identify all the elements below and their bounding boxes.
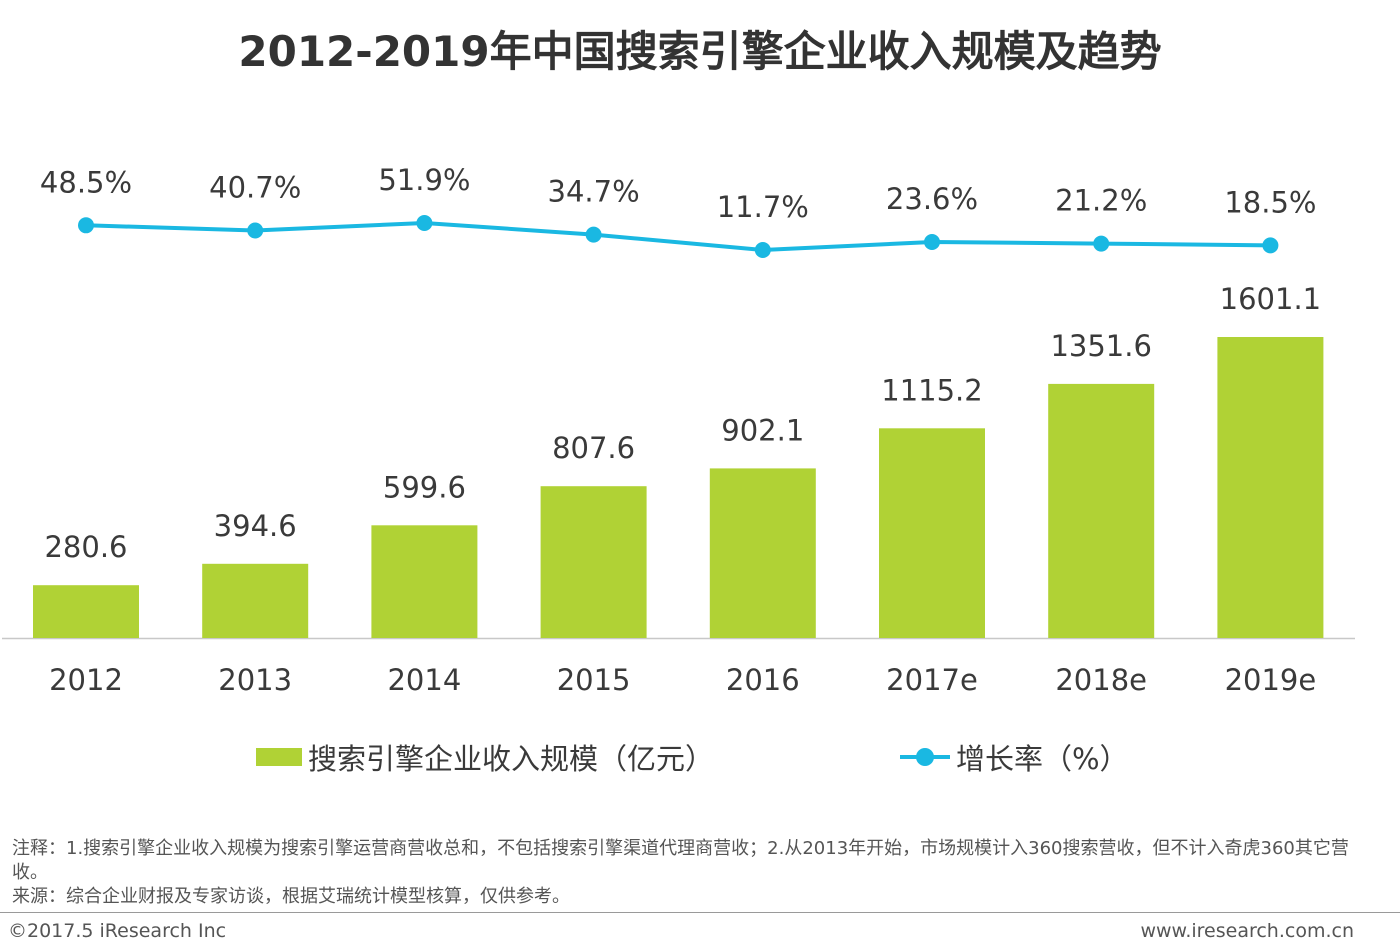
growth-line (85, 220, 1271, 253)
footer-divider (0, 912, 1400, 913)
note-text: 注释：1.搜索引擎企业收入规模为搜索引擎运营商营收总和，不包括搜索引擎渠道代理商… (12, 838, 1349, 883)
growth-point-2016 (754, 242, 771, 258)
bar-2017e (879, 428, 985, 638)
x-tick-label-2015: 2015 (557, 663, 631, 697)
bar-value-label-2015: 807.6 (552, 431, 635, 465)
x-tick-label-2017e: 2017e (886, 663, 978, 697)
x-tick-label-2019e: 2019e (1225, 663, 1317, 697)
bar-value-label-2019e: 1601.1 (1220, 282, 1321, 316)
growth-point-2014 (416, 215, 433, 231)
bar-2012 (33, 585, 139, 638)
bar-2016 (709, 468, 816, 638)
legend-label-growth: 增长率（%） (956, 742, 1129, 776)
growth-point-2015 (585, 226, 602, 243)
growth-line-layer (78, 215, 1279, 258)
legend-item-revenue: 搜索引擎企业收入规模（亿元） (256, 736, 714, 778)
growth-point-2013 (247, 222, 264, 239)
bars-layer (2, 337, 1355, 640)
legend-line-swatch (900, 747, 950, 767)
x-tick-label-2018e: 2018e (1055, 663, 1147, 697)
bar-value-label-2017e: 1115.2 (881, 373, 982, 407)
source-text: 来源：综合企业财报及专家访谈，根据艾瑞统计模型核算，仅供参考。 (12, 886, 570, 907)
bar-value-label-2014: 599.6 (383, 470, 466, 504)
growth-value-label-2014: 51.9% (378, 163, 470, 197)
website-link[interactable]: www.iresearch.com.cn (1140, 920, 1354, 942)
growth-value-label-2016: 11.7% (717, 190, 809, 224)
chart-area: 280.6 2012 48.5% 394.6 2013 40.7% 599.6 2014 51.… (2, 163, 1355, 697)
bar-value-label-2013: 394.6 (214, 509, 297, 543)
legend-label-revenue: 搜索引擎企业收入规模（亿元） (308, 742, 715, 776)
bar-2014 (371, 525, 478, 638)
legend: 搜索引擎企业收入规模（亿元） 增长率（%） (0, 736, 1400, 780)
bar-value-label-2016: 902.1 (721, 413, 804, 447)
bar-2013 (202, 563, 309, 638)
bar-2019e (1217, 337, 1324, 638)
x-tick-label-2014: 2014 (387, 663, 461, 697)
growth-value-label-2012: 48.5% (40, 165, 132, 199)
bar-value-label-2018e: 1351.6 (1050, 329, 1151, 363)
copyright: ©2017.5 iResearch Inc (8, 920, 227, 942)
labels-layer: 280.6 2012 48.5% 394.6 2013 40.7% 599.6 2014 51.… (40, 163, 1321, 697)
notes: 注释：1.搜索引擎企业收入规模为搜索引擎运营商营收总和，不包括搜索引擎渠道代理商… (12, 837, 1382, 909)
x-tick-label-2016: 2016 (726, 663, 800, 697)
legend-bar-swatch (256, 748, 302, 766)
bar-value-label-2012: 280.6 (44, 530, 127, 564)
growth-point-2017e (924, 234, 940, 250)
bar-2018e (1048, 383, 1155, 638)
growth-point-2012 (78, 217, 94, 234)
legend-item-growth: 增长率（%） (900, 736, 1129, 778)
growth-value-label-2019e: 18.5% (1224, 185, 1316, 219)
x-tick-label-2013: 2013 (218, 663, 292, 697)
chart-title: 2012-2019年中国搜索引擎企业收入规模及趋势 (238, 27, 1162, 76)
growth-value-label-2018e: 21.2% (1055, 184, 1147, 218)
growth-point-2018e (1093, 235, 1110, 252)
growth-value-label-2017e: 23.6% (886, 182, 978, 216)
growth-value-label-2013: 40.7% (209, 171, 301, 205)
growth-value-label-2015: 34.7% (548, 175, 640, 209)
x-tick-label-2012: 2012 (49, 663, 123, 697)
growth-point-2019e (1262, 237, 1279, 254)
bar-2015 (540, 486, 647, 638)
